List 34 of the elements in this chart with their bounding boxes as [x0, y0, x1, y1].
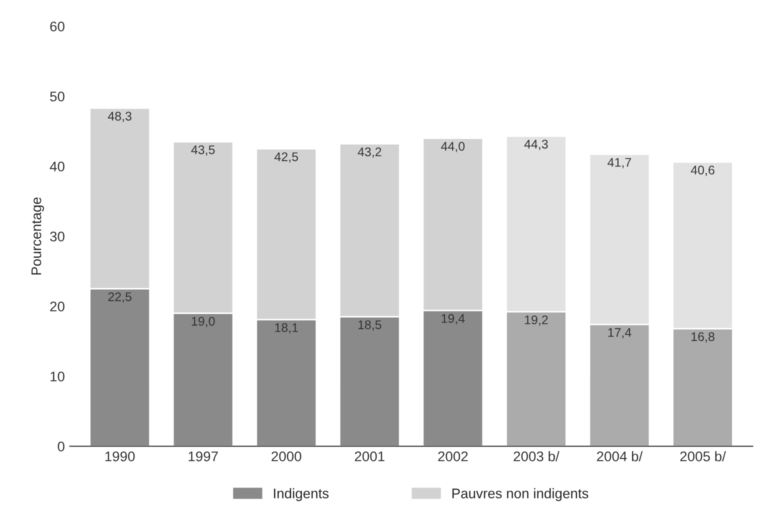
y-tick-label: 40 — [50, 162, 64, 172]
y-tick-label: 60 — [50, 22, 64, 32]
x-tick-label: 1997 — [188, 451, 218, 462]
total-label: 40,6 — [690, 166, 714, 176]
y-tick-label: 0 — [58, 442, 64, 452]
y-tick-label: 10 — [50, 372, 64, 382]
total-label: 41,7 — [608, 158, 632, 168]
data-label: 19,4 — [442, 314, 465, 324]
x-tick-label: 2001 — [354, 451, 384, 462]
x-tick-label: 2000 — [272, 451, 302, 462]
x-tick-label: 2002 — [438, 451, 468, 462]
x-tick-label: 2003 b/ — [514, 451, 560, 462]
data-label: 18,5 — [358, 320, 382, 331]
data-label: 16,8 — [692, 332, 714, 343]
total-label: 43,2 — [358, 147, 382, 158]
legend-label: Pauvres non indigents — [452, 488, 588, 502]
legend-label: Indigents — [274, 488, 329, 502]
total-label: 48,3 — [108, 112, 132, 122]
data-label: 18,1 — [275, 323, 298, 334]
total-label: 44,3 — [524, 140, 548, 150]
y-tick-label: 30 — [50, 232, 64, 242]
x-tick-label: 2005 b/ — [680, 451, 726, 462]
total-label: 44,0 — [441, 142, 465, 152]
y-tick-label: 20 — [50, 302, 64, 312]
y-axis-title: Pourcentage — [32, 197, 44, 274]
x-tick-label: 1990 — [105, 451, 135, 462]
data-label: 22,5 — [108, 292, 132, 303]
data-label: 17,4 — [608, 328, 632, 338]
total-label: 42,5 — [274, 152, 298, 163]
data-label: 19,0 — [192, 316, 215, 328]
total-label: 43,5 — [191, 145, 215, 156]
x-tick-label: 2004 b/ — [597, 451, 643, 462]
data-label: 19,2 — [524, 315, 548, 326]
y-tick-label: 50 — [50, 92, 64, 102]
